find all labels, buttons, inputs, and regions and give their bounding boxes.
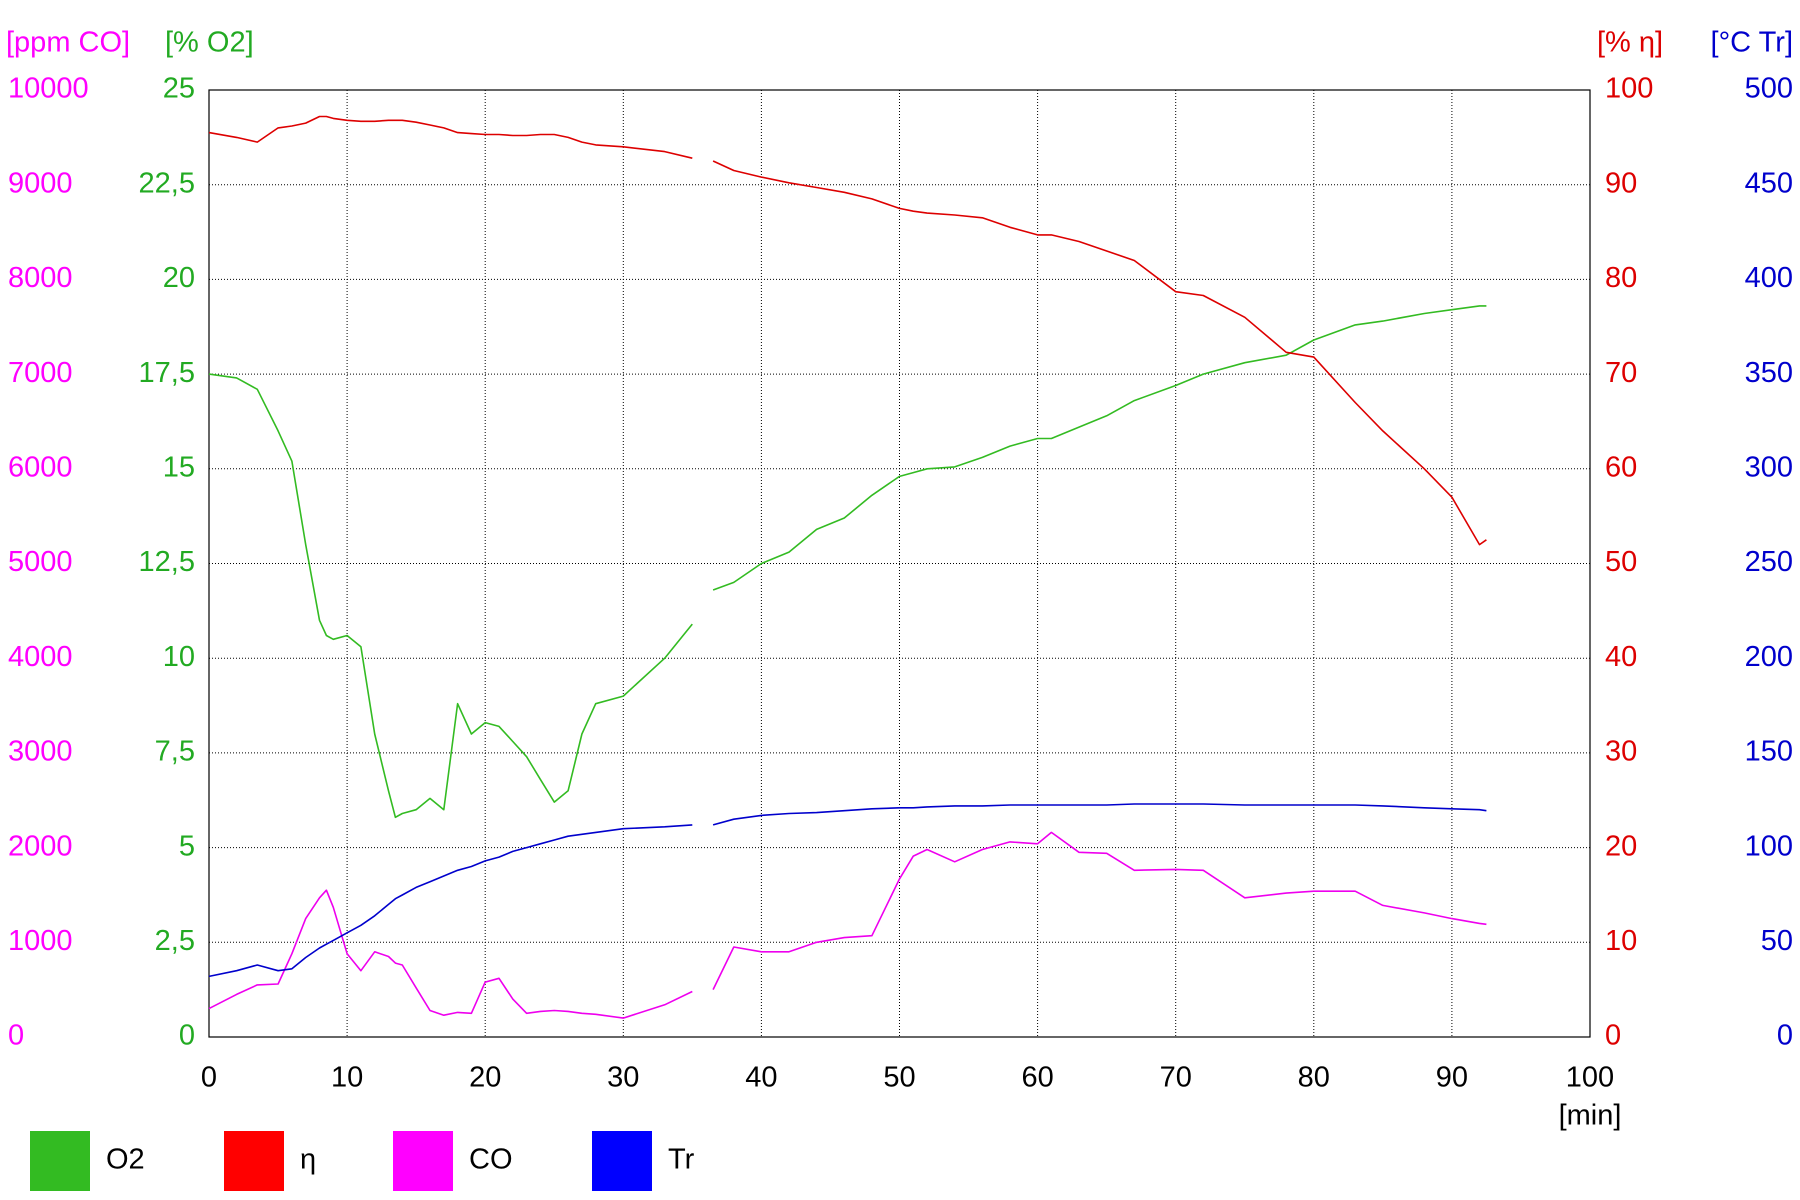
y-tick-label: 70 [1605,357,1637,389]
y-tick-label: 0 [179,1020,195,1052]
y-tick-label: 500 [1745,73,1793,105]
plot-frame [208,89,1591,1038]
y-tick-label: 4000 [8,641,73,673]
x-tick-label: 70 [1160,1062,1192,1094]
y-tick-label: 300 [1745,451,1793,483]
y-tick-label: 7,5 [155,736,195,768]
y-tick-label: 10000 [8,73,89,105]
y-tick-label: 3000 [8,736,73,768]
legend-swatch [30,1131,90,1191]
x-axis-label: [min] [1559,1100,1622,1132]
y-tick-label: 350 [1745,357,1793,389]
y-tick-label: 9000 [8,167,73,199]
y-tick-label: 22,5 [139,167,195,199]
y-tick-label: 250 [1745,546,1793,578]
x-tick-label: 30 [607,1062,639,1094]
y-tick-label: 5000 [8,546,73,578]
x-tick-label: 80 [1298,1062,1330,1094]
y-tick-label: 17,5 [139,357,195,389]
y-tick-label: 30 [1605,736,1637,768]
y-tick-label: 150 [1745,736,1793,768]
y-tick-label: 20 [1605,830,1637,862]
y-tick-label: 100 [1745,830,1793,862]
y-tick-label: 6000 [8,451,73,483]
legend-label: CO [469,1144,513,1176]
data-line [208,115,1487,546]
y-tick-label: 0 [1777,1020,1793,1052]
y-axis-label: [% η] [1597,27,1663,59]
y-tick-label: 12,5 [139,546,195,578]
legend-label: η [300,1144,316,1176]
legend-swatch [592,1131,652,1191]
y-tick-label: 0 [1605,1020,1621,1052]
y-axis-label: [ppm CO] [6,27,130,59]
y-tick-label: 20 [163,262,195,294]
y-tick-label: 200 [1745,641,1793,673]
x-tick-label: 90 [1436,1062,1468,1094]
legend-swatch [393,1131,453,1191]
legend-label: O2 [106,1144,145,1176]
y-tick-label: 1000 [8,925,73,957]
legend-label: Tr [668,1144,695,1176]
y-tick-label: 100 [1605,73,1653,105]
y-tick-label: 90 [1605,167,1637,199]
y-tick-label: 2000 [8,830,73,862]
x-tick-label: 60 [1021,1062,1053,1094]
y-tick-label: 0 [8,1020,24,1052]
y-tick-label: 25 [163,73,195,105]
legend-swatch [224,1131,284,1191]
x-tick-label: 40 [745,1062,777,1094]
y-tick-label: 450 [1745,167,1793,199]
y-tick-label: 60 [1605,451,1637,483]
y-tick-label: 10 [163,641,195,673]
y-tick-label: 50 [1761,925,1793,957]
y-tick-label: 400 [1745,262,1793,294]
x-tick-label: 100 [1566,1062,1614,1094]
y-axis-label: [°C Tr] [1711,27,1793,59]
y-tick-label: 10 [1605,925,1637,957]
data-line [208,803,1487,978]
y-tick-label: 80 [1605,262,1637,294]
y-tick-label: 15 [163,451,195,483]
x-tick-label: 50 [883,1062,915,1094]
y-axis-label: [% O2] [165,27,254,59]
data-line [208,831,1487,1019]
y-tick-label: 50 [1605,546,1637,578]
data-line [208,305,1487,819]
x-tick-label: 0 [201,1062,217,1094]
y-tick-label: 7000 [8,357,73,389]
y-tick-label: 8000 [8,262,73,294]
y-tick-label: 5 [179,830,195,862]
x-tick-label: 20 [469,1062,501,1094]
y-tick-label: 2,5 [155,925,195,957]
y-tick-label: 40 [1605,641,1637,673]
x-tick-label: 10 [331,1062,363,1094]
